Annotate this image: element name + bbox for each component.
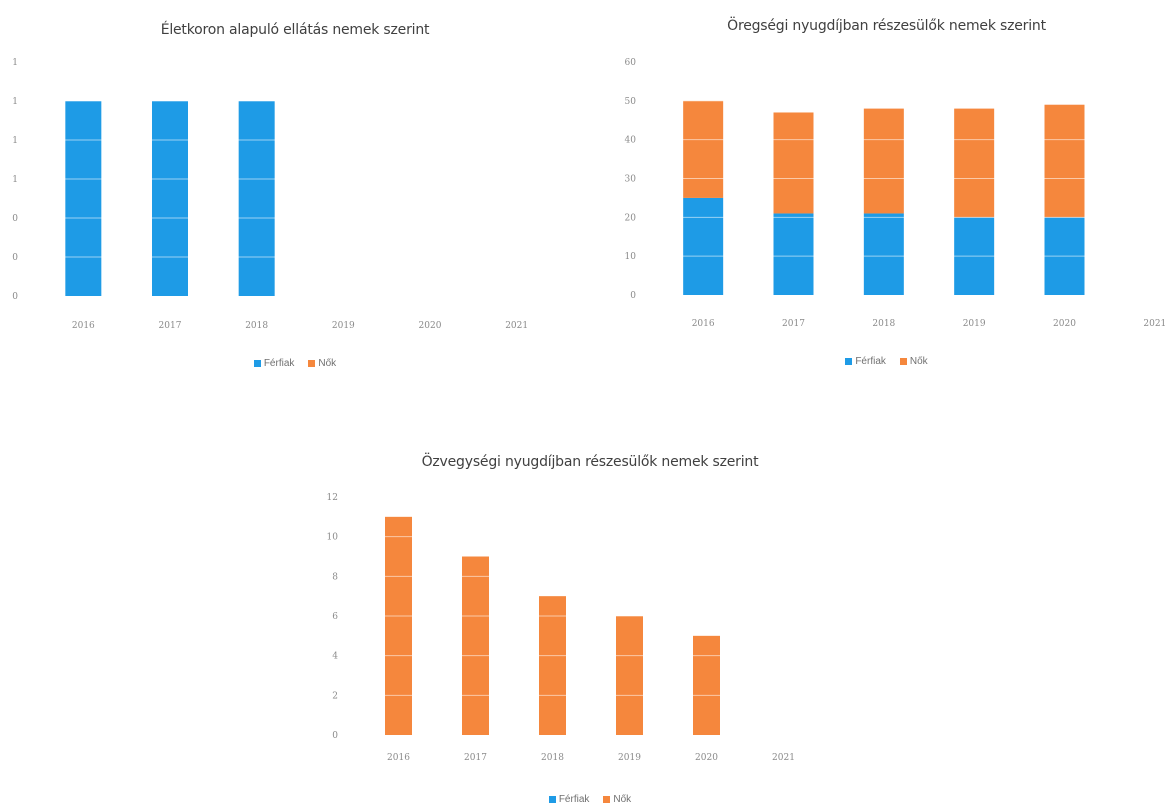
bar-ferfiak-2016 — [683, 197, 724, 295]
x-tick-label: 2021 — [1143, 319, 1166, 329]
chart-panel-oregsegi: Öregségi nyugdíjban részesülők nemek sze… — [600, 18, 1173, 378]
chart-legend: Férfiak Nők — [300, 794, 880, 805]
bar-nok-2019 — [616, 616, 643, 735]
x-tick-label: 2020 — [1053, 319, 1076, 329]
chart-plot: 0 2 4 6 8 10 12 2016 2017 2018 2019 2020 2021 — [327, 493, 822, 763]
legend-item-nok: Nők — [899, 356, 928, 367]
y-tick-label: 1 — [12, 136, 18, 146]
legend-item-ferfiak: Férfiak — [253, 358, 295, 369]
bar-nok-2018 — [863, 108, 904, 214]
chart-title: Életkoron alapuló ellátás nemek szerint — [160, 22, 430, 38]
legend-label-ferfiak: Férfiak — [558, 794, 590, 805]
x-tick-label: 2020 — [695, 753, 718, 763]
legend-item-nok: Nők — [603, 794, 631, 805]
x-tick-label: 2020 — [419, 321, 442, 331]
legend-swatch-ferfiak — [548, 796, 556, 803]
chart-title: Öregségi nyugdíjban részesülők nemek sze… — [727, 18, 1046, 34]
y-tick-label: 6 — [332, 612, 338, 622]
x-tick-label: 2016 — [387, 753, 410, 763]
x-tick-label: 2017 — [159, 321, 182, 331]
x-tick-label: 2021 — [772, 753, 795, 763]
bar-nok-2018 — [539, 596, 566, 735]
bar-ferfiak-2018 — [863, 213, 904, 295]
y-tick-label: 1 — [12, 58, 18, 68]
bar-nok-2017 — [462, 556, 489, 735]
x-tick-label: 2016 — [692, 319, 715, 329]
bar-nok-2020 — [693, 635, 720, 735]
y-tick-label: 8 — [332, 572, 338, 582]
y-tick-label: 60 — [625, 58, 637, 68]
chart-title: Özvegységi nyugdíjban részesülők nemek s… — [421, 454, 759, 470]
y-tick-label: 0 — [12, 214, 18, 224]
y-tick-label: 2 — [332, 691, 338, 701]
x-tick-label: 2018 — [872, 319, 895, 329]
legend-item-ferfiak: Férfiak — [548, 794, 590, 805]
y-tick-label: 10 — [327, 533, 339, 543]
chart-plot: 0 0 0 1 1 1 1 2016 2017 2018 2019 2020 2021 — [12, 58, 560, 331]
y-tick-label: 1 — [12, 97, 18, 107]
bar-ferfiak-2017 — [773, 213, 814, 295]
chart-legend: Férfiak Nők — [600, 356, 1173, 367]
legend-swatch-nok — [308, 360, 316, 367]
y-tick-label: 50 — [625, 97, 637, 107]
legend-label-nok: Nők — [613, 794, 632, 805]
bar-ferfiak-2018 — [238, 101, 275, 296]
y-tick-label: 0 — [12, 292, 18, 302]
legend-label-nok: Nők — [909, 356, 928, 367]
legend-label-nok: Nők — [318, 358, 337, 369]
x-tick-label: 2018 — [245, 321, 268, 331]
bar-ferfiak-2017 — [152, 101, 188, 296]
x-tick-label: 2019 — [618, 753, 641, 763]
y-tick-label: 4 — [332, 652, 338, 662]
legend-swatch-ferfiak — [253, 360, 261, 367]
y-tick-label: 0 — [630, 291, 636, 301]
legend-label-ferfiak: Férfiak — [263, 358, 295, 369]
x-tick-label: 2017 — [464, 753, 487, 763]
chart-panel-eletkoron: Életkoron alapuló ellátás nemek szerint … — [0, 22, 590, 382]
bar-nok-2020 — [1044, 104, 1085, 218]
y-tick-label: 40 — [625, 136, 637, 146]
y-tick-label: 10 — [625, 252, 637, 262]
bar-nok-2017 — [773, 112, 814, 214]
y-tick-label: 0 — [12, 253, 18, 263]
x-tick-label: 2016 — [72, 321, 95, 331]
y-tick-label: 30 — [625, 175, 637, 185]
x-tick-label: 2017 — [782, 319, 805, 329]
x-tick-label: 2018 — [541, 753, 564, 763]
x-tick-label: 2019 — [332, 321, 355, 331]
y-tick-label: 0 — [332, 731, 338, 741]
legend-swatch-ferfiak — [845, 358, 853, 365]
bar-nok-2016 — [683, 100, 724, 198]
y-tick-label: 20 — [625, 213, 637, 223]
legend-item-nok: Nők — [308, 358, 336, 369]
legend-label-ferfiak: Férfiak — [855, 356, 886, 367]
bar-ferfiak-2016 — [65, 101, 102, 296]
x-tick-label: 2021 — [505, 321, 528, 331]
chart-panel-ozvegysegi: Özvegységi nyugdíjban részesülők nemek s… — [300, 454, 880, 811]
y-tick-label: 12 — [327, 493, 338, 503]
bar-nok-2019 — [954, 108, 995, 218]
legend-swatch-nok — [603, 796, 611, 803]
x-tick-label: 2019 — [963, 319, 986, 329]
chart-legend: Férfiak Nők — [0, 358, 590, 369]
chart-plot: 0 10 20 30 40 50 60 2016 2017 2018 2019 2020 2021 — [625, 58, 1173, 329]
bar-nok-2016 — [385, 516, 412, 735]
legend-swatch-nok — [899, 358, 907, 365]
legend-item-ferfiak: Férfiak — [845, 356, 886, 367]
y-tick-label: 1 — [12, 175, 18, 185]
